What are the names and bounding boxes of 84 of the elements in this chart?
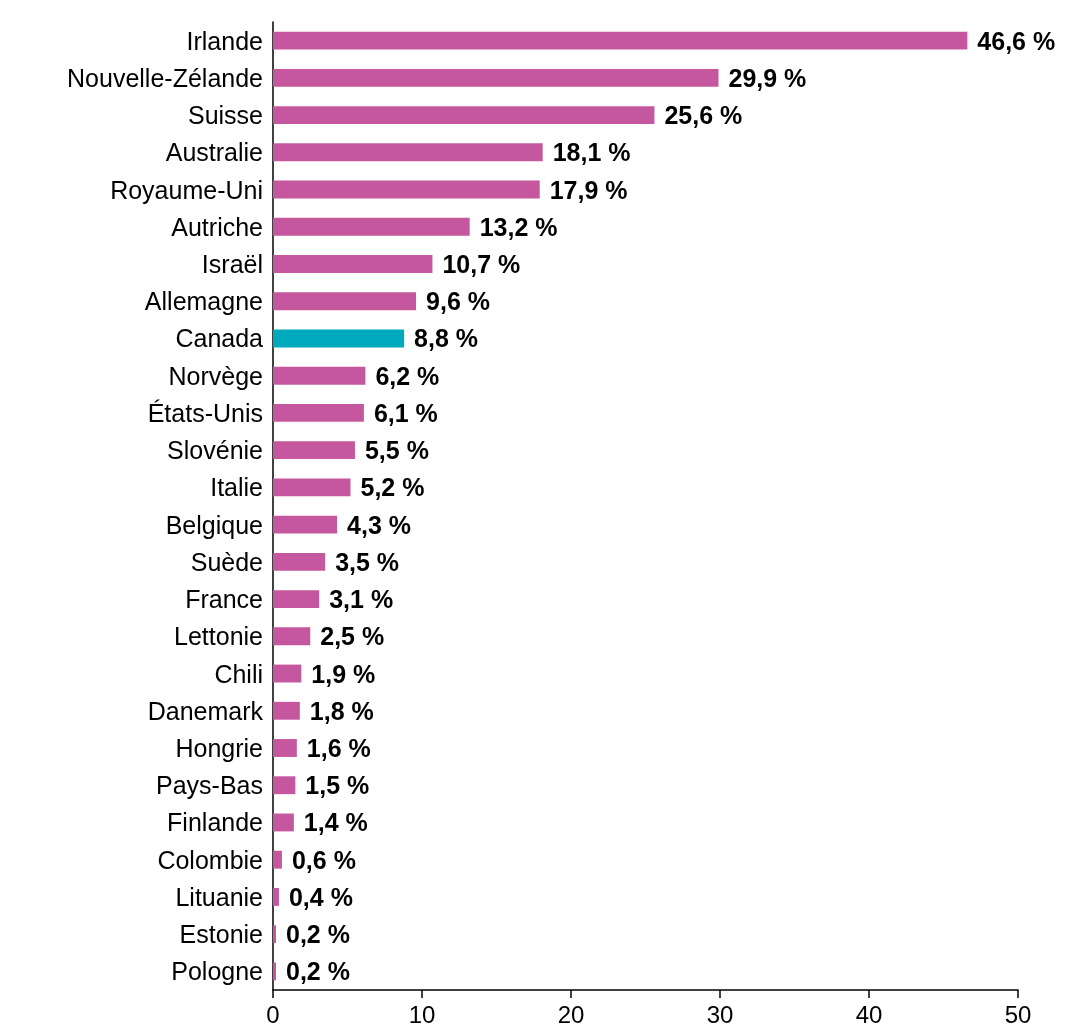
data-label: 0,4 % xyxy=(288,882,353,911)
bar xyxy=(273,962,276,981)
data-label: 4,3 % xyxy=(347,510,412,539)
bar xyxy=(273,664,302,683)
y-tick-label: Pologne xyxy=(171,957,263,986)
y-tick-label: Nouvelle-Zélande xyxy=(67,63,263,92)
y-tick-label: Lituanie xyxy=(175,882,263,911)
data-label: 46,6 % xyxy=(977,26,1056,55)
bar xyxy=(273,143,543,162)
y-tick-label: Norvège xyxy=(168,361,263,390)
data-label: 3,1 % xyxy=(329,585,394,614)
bar xyxy=(273,590,320,609)
x-tick-label: 0 xyxy=(266,1000,280,1028)
y-tick-label: Royaume-Uni xyxy=(110,175,263,204)
data-label: 0,2 % xyxy=(285,920,350,949)
y-tick-label: États-Unis xyxy=(147,398,263,427)
x-tick-label: 50 xyxy=(1004,1000,1032,1028)
data-label: 17,9 % xyxy=(549,175,628,204)
bar xyxy=(273,106,655,125)
y-tick-label: Italie xyxy=(210,473,263,502)
y-tick-label: Chili xyxy=(214,659,263,688)
bar xyxy=(273,701,300,720)
data-label: 8,8 % xyxy=(414,324,479,353)
data-label: 0,2 % xyxy=(285,957,350,986)
bar xyxy=(273,776,296,795)
bar xyxy=(273,292,417,311)
y-tick-label: Colombie xyxy=(157,845,263,874)
y-tick-label: Allemagne xyxy=(144,287,263,316)
bar xyxy=(273,627,311,646)
data-label: 25,6 % xyxy=(664,101,743,130)
data-label: 6,1 % xyxy=(373,398,438,427)
bar xyxy=(273,441,355,460)
data-label: 1,6 % xyxy=(306,734,371,762)
y-tick-label: Pays-Bas xyxy=(156,771,263,800)
data-label: 13,2 % xyxy=(479,212,558,241)
x-tick-label: 10 xyxy=(408,1000,436,1028)
data-label: 6,2 % xyxy=(375,361,440,390)
bar xyxy=(273,329,405,348)
bar xyxy=(273,403,364,422)
y-tick-label: Australie xyxy=(165,138,263,167)
y-tick-label: France xyxy=(185,585,263,614)
y-tick-label: Belgique xyxy=(165,510,263,539)
bar xyxy=(273,739,297,757)
bar xyxy=(273,31,968,50)
bar xyxy=(273,68,719,87)
y-tick-label: Autriche xyxy=(171,212,263,241)
y-tick-label: Lettonie xyxy=(174,622,263,651)
data-label: 18,1 % xyxy=(552,138,631,167)
data-label: 5,2 % xyxy=(360,473,425,502)
y-tick-label: Slovénie xyxy=(167,436,263,465)
data-label: 9,6 % xyxy=(426,287,490,316)
bar xyxy=(273,813,294,832)
y-tick-label: Hongrie xyxy=(175,734,263,762)
data-label: 29,9 % xyxy=(728,63,807,92)
bar xyxy=(273,255,433,273)
data-label: 5,5 % xyxy=(364,436,429,465)
data-label: 1,8 % xyxy=(309,696,374,725)
bar xyxy=(273,552,326,571)
data-label: 2,5 % xyxy=(320,622,385,651)
y-tick-label: Suède xyxy=(190,547,263,576)
bar xyxy=(273,887,279,906)
x-tick-label: 30 xyxy=(706,1000,734,1028)
bar xyxy=(273,925,276,944)
data-label: 3,5 % xyxy=(335,547,400,576)
bar xyxy=(273,850,282,869)
bar xyxy=(273,515,338,534)
y-tick-label: Irlande xyxy=(186,26,263,55)
y-tick-label: Danemark xyxy=(147,696,264,725)
y-tick-label: Estonie xyxy=(179,920,263,949)
y-tick-label: Suisse xyxy=(187,101,263,130)
data-label: 0,6 % xyxy=(291,845,356,874)
data-label: 1,9 % xyxy=(311,659,376,688)
data-label: 1,5 % xyxy=(305,771,370,800)
y-tick-label: Finlande xyxy=(167,808,263,837)
data-label: 10,7 % xyxy=(442,250,521,278)
bar xyxy=(273,366,366,385)
bar xyxy=(273,478,351,497)
y-tick-label: Canada xyxy=(175,324,264,353)
x-tick-label: 40 xyxy=(855,1000,883,1028)
y-tick-label: Israël xyxy=(201,250,263,278)
bar xyxy=(273,180,540,199)
x-tick-label: 20 xyxy=(557,1000,585,1028)
bar xyxy=(273,217,470,236)
data-label: 1,4 % xyxy=(303,808,368,837)
